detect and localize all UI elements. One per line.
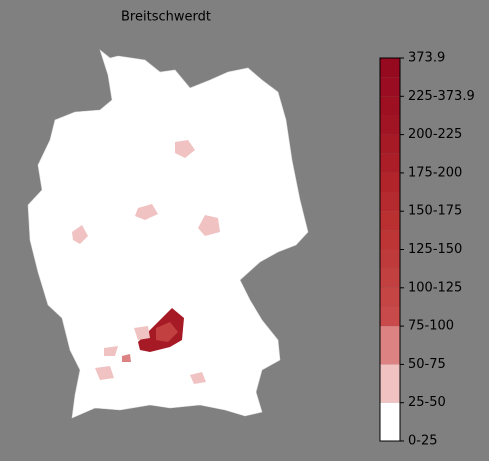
colorbar-label: 225-373.9 xyxy=(408,89,475,104)
colorbar-segment xyxy=(380,249,400,269)
colorbar-segment xyxy=(380,364,400,403)
colorbar-segment xyxy=(380,230,400,250)
colorbar-label: 75-100 xyxy=(408,319,454,334)
colorbar-segment xyxy=(380,153,400,173)
colorbar: 0-25 25-50 50-75 75-100 100-125 125-150 150-17… xyxy=(379,51,475,449)
district xyxy=(190,372,206,384)
colorbar-segment xyxy=(380,306,400,327)
district xyxy=(72,225,88,244)
colorbar-segment xyxy=(380,58,400,78)
colorbar-label: 25-50 xyxy=(408,395,446,410)
colorbar-label: 50-75 xyxy=(408,357,446,372)
colorbar-label: 100-125 xyxy=(408,280,462,295)
colorbar-label: 150-175 xyxy=(408,204,462,219)
district xyxy=(95,366,114,380)
colorbar-segment xyxy=(380,268,400,288)
colorbar-label: 200-225 xyxy=(408,127,462,142)
map-title: Breitschwerdt xyxy=(121,10,211,25)
district xyxy=(134,326,150,340)
colorbar-segment xyxy=(380,77,400,97)
colorbar-segment xyxy=(380,134,400,154)
district xyxy=(198,215,220,236)
colorbar-label: 125-150 xyxy=(408,242,462,257)
highlighted-districts xyxy=(72,140,220,384)
district xyxy=(135,204,158,220)
colorbar-label: 373.9 xyxy=(408,51,445,66)
germany-outline xyxy=(27,49,309,419)
district xyxy=(156,322,178,342)
colorbar-segment xyxy=(380,402,400,441)
colorbar-label: 0-25 xyxy=(408,434,438,449)
colorbar-segment xyxy=(380,96,400,116)
district xyxy=(175,140,195,158)
district xyxy=(104,346,118,356)
colorbar-segment xyxy=(380,287,400,307)
colorbar-segment xyxy=(380,172,400,193)
colorbar-segment xyxy=(380,115,400,135)
colorbar-segment xyxy=(380,326,400,365)
colorbar-segment xyxy=(380,211,400,231)
district xyxy=(122,354,131,362)
colorbar-segment xyxy=(380,192,400,212)
colorbar-label: 175-200 xyxy=(408,165,462,180)
